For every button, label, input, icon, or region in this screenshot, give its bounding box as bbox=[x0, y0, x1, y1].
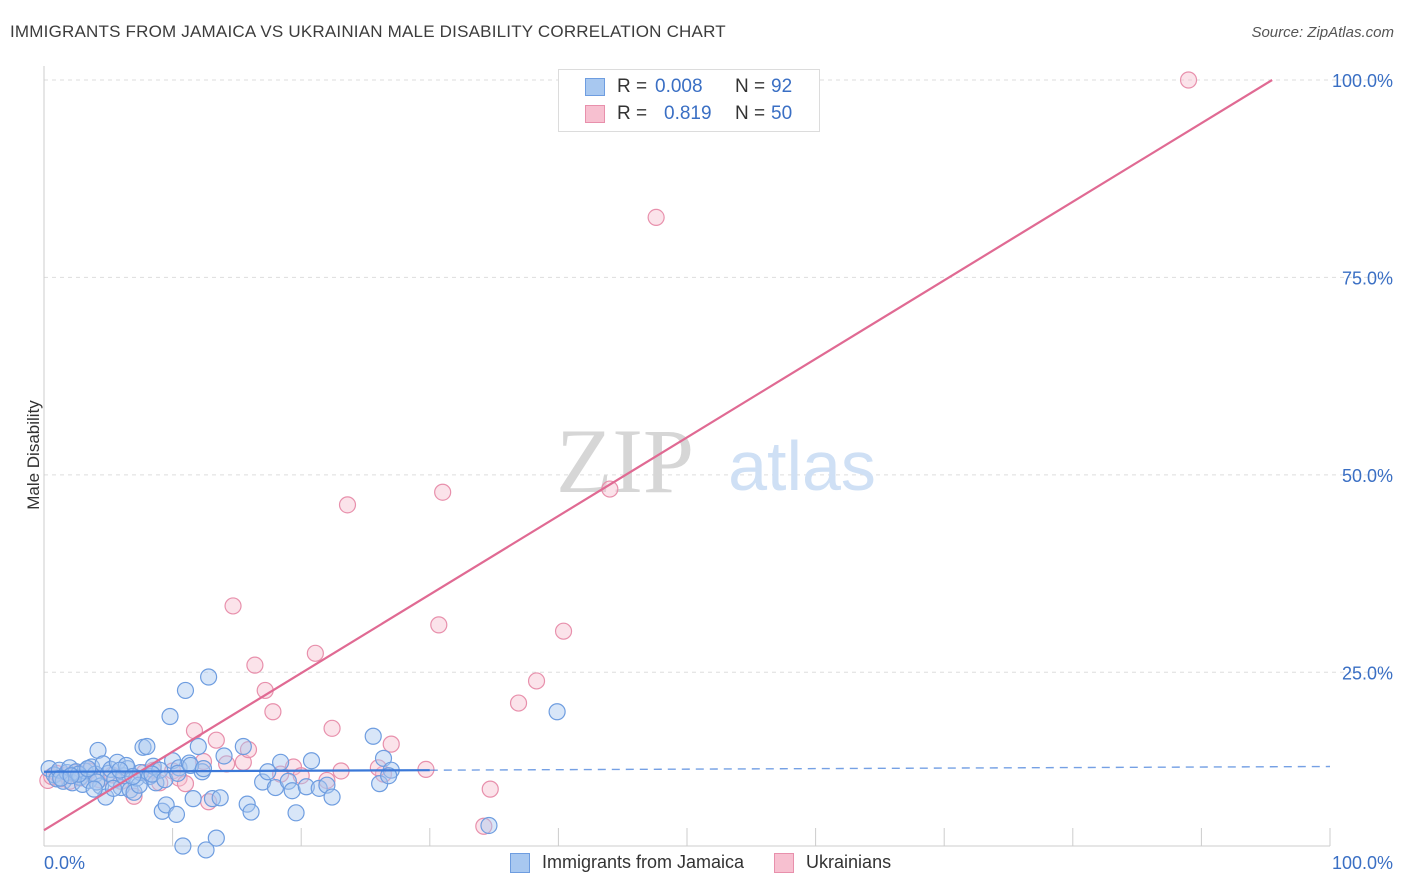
legend-row-ukrainians: R = 0.819 N = 50 bbox=[585, 102, 792, 126]
jamaica-point bbox=[85, 780, 103, 798]
series-swatch-jamaica bbox=[510, 852, 530, 873]
series-legend: Immigrants from Jamaica Ukrainians bbox=[510, 852, 921, 873]
ukrainians-trend-line bbox=[43, 79, 1273, 832]
legend-swatch-jamaica bbox=[585, 78, 605, 96]
jamaica-point bbox=[138, 737, 156, 756]
jamaica-point bbox=[272, 753, 290, 771]
y-tick-label: 50.0% bbox=[1342, 466, 1393, 486]
jamaica-point bbox=[130, 776, 148, 794]
ukrainians-point bbox=[481, 780, 499, 798]
jamaica-point bbox=[182, 756, 200, 775]
legend-n-value: 92 bbox=[771, 76, 793, 97]
jamaica-point bbox=[302, 752, 321, 770]
jamaica-point bbox=[189, 737, 207, 756]
ukrainians-point bbox=[207, 731, 225, 749]
series-label-jamaica: Immigrants from Jamaica bbox=[542, 852, 745, 872]
jamaica-point bbox=[238, 795, 256, 813]
legend-r-label: R = bbox=[617, 76, 648, 97]
series-label-ukrainians: Ukrainians bbox=[806, 852, 892, 872]
chart-title: IMMIGRANTS FROM JAMAICA VS UKRAINIAN MAL… bbox=[10, 22, 726, 41]
tick-labels: 25.0% 50.0% 75.0% 100.0% 0.0% 100.0% bbox=[44, 71, 1393, 873]
ukrainians-point bbox=[338, 496, 357, 514]
y-tick-label: 75.0% bbox=[1342, 268, 1393, 288]
ukrainians-point bbox=[1179, 71, 1198, 89]
jamaica-point bbox=[242, 803, 260, 821]
jamaica-point bbox=[364, 727, 382, 745]
jamaica-point bbox=[176, 681, 195, 700]
jamaica-point bbox=[283, 782, 301, 800]
jamaica-point bbox=[197, 841, 215, 859]
watermark-atlas: atlas bbox=[728, 427, 876, 505]
jamaica-point bbox=[161, 707, 179, 726]
watermark-zip: ZIP bbox=[556, 410, 694, 512]
legend-row-jamaica: R = 0.008 N = 92 bbox=[585, 75, 792, 99]
ukrainians-point bbox=[647, 208, 665, 227]
legend-r-label: R = bbox=[617, 103, 648, 124]
ukrainians-point bbox=[509, 694, 528, 712]
jamaica-point bbox=[174, 837, 192, 855]
ukrainians-point bbox=[306, 644, 324, 662]
ukrainians-point bbox=[264, 703, 282, 721]
legend-n-label: N = bbox=[735, 76, 766, 97]
jamaica-point bbox=[147, 774, 165, 792]
jamaica-point bbox=[380, 767, 398, 785]
jamaica-point bbox=[62, 767, 80, 785]
jamaica-point bbox=[167, 805, 186, 824]
ukrainians-point bbox=[430, 616, 448, 634]
jamaica-point bbox=[234, 737, 252, 756]
jamaica-point bbox=[184, 790, 202, 808]
ukrainians-point bbox=[185, 722, 204, 740]
jamaica-trend-extension bbox=[429, 765, 1331, 771]
jamaica-point bbox=[548, 703, 566, 721]
ukrainians-point bbox=[554, 622, 573, 640]
series-legend-ukrainians[interactable]: Ukrainians bbox=[774, 852, 891, 873]
ukrainians-point bbox=[246, 656, 264, 674]
jamaica-point bbox=[254, 773, 272, 791]
jamaica-point bbox=[374, 749, 393, 767]
jamaica-point bbox=[323, 788, 341, 806]
legend-swatch-ukrainians bbox=[585, 105, 605, 123]
ukrainians-point bbox=[239, 741, 258, 759]
series-swatch-ukrainians bbox=[774, 852, 795, 873]
ukrainians-point bbox=[323, 719, 341, 737]
jamaica-point bbox=[297, 778, 315, 796]
jamaica-point bbox=[207, 829, 225, 847]
legend-n-label: N = bbox=[735, 103, 766, 124]
axes bbox=[43, 66, 1331, 847]
grid-lines bbox=[44, 79, 1396, 673]
legend-r-value: 0.008 bbox=[655, 76, 703, 97]
jamaica-point bbox=[52, 769, 70, 787]
x-tick-label-min: 0.0% bbox=[44, 853, 85, 873]
trend-lines bbox=[43, 79, 1331, 832]
jamaica-point bbox=[480, 816, 498, 835]
y-tick-label: 25.0% bbox=[1342, 663, 1393, 683]
jamaica-point bbox=[143, 765, 161, 783]
x-tick-label-max: 100.0% bbox=[1332, 853, 1393, 873]
ukrainians-point bbox=[475, 817, 493, 835]
ukrainians-point bbox=[382, 735, 400, 753]
correlation-legend: R = 0.008 N = 92 R = 0.819 N = 50 bbox=[558, 69, 820, 132]
jamaica-point bbox=[287, 804, 305, 822]
ukrainians-point bbox=[527, 672, 546, 690]
ukrainians-point bbox=[224, 597, 242, 615]
legend-n-value: 50 bbox=[771, 103, 793, 124]
jamaica-point bbox=[169, 764, 187, 782]
jamaica-point bbox=[215, 747, 233, 765]
series-legend-jamaica[interactable]: Immigrants from Jamaica bbox=[510, 852, 744, 873]
jamaica-point bbox=[194, 760, 213, 778]
legend-r-value: 0.819 bbox=[664, 103, 712, 124]
ukrainians-point bbox=[434, 483, 452, 501]
y-tick-label: 100.0% bbox=[1332, 71, 1393, 91]
source-label: Source: ZipAtlas.com bbox=[1251, 24, 1394, 41]
jamaica-trend-line bbox=[43, 769, 430, 773]
jamaica-point bbox=[211, 789, 229, 807]
jamaica-point bbox=[200, 668, 218, 686]
jamaica-point bbox=[279, 772, 297, 790]
